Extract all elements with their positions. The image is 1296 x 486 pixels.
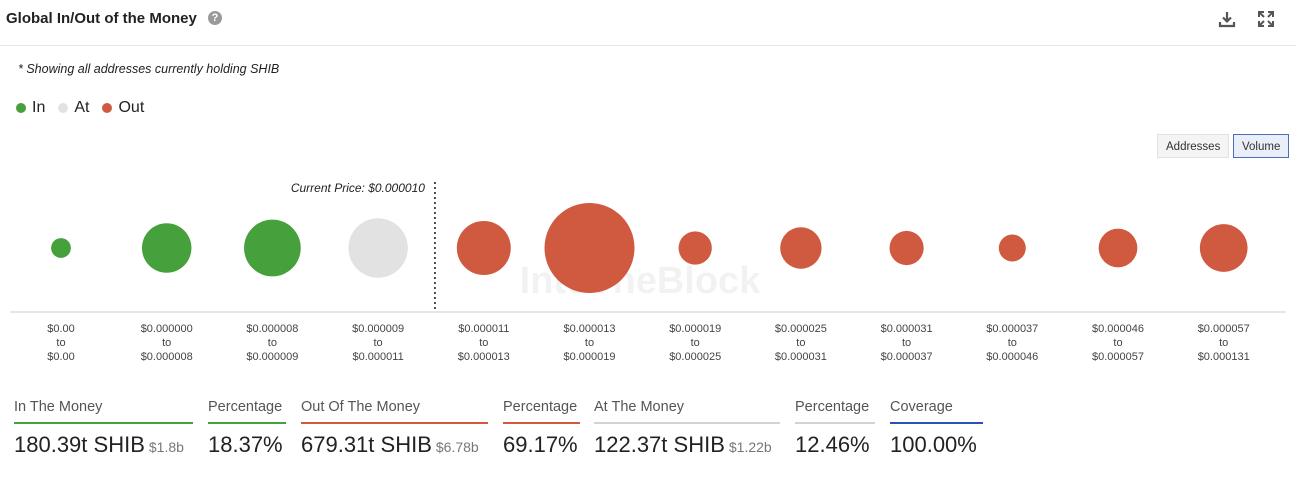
x-tick-label: to bbox=[691, 337, 700, 349]
x-tick-label: $0.000009 bbox=[352, 323, 404, 335]
bubble-out[interactable] bbox=[889, 230, 924, 266]
stat-value: 12.46% bbox=[795, 432, 870, 457]
x-tick-label: to bbox=[902, 337, 911, 349]
x-tick-label: to bbox=[1008, 337, 1017, 349]
legend-label-at: At bbox=[74, 99, 90, 116]
expand-icon[interactable] bbox=[1257, 10, 1275, 28]
x-tick-label: $0.000046 bbox=[1092, 323, 1144, 335]
bubble-out[interactable] bbox=[456, 221, 511, 275]
x-tick-label: $0.000013 bbox=[564, 323, 616, 335]
stat-value: 69.17% bbox=[503, 432, 578, 457]
x-tick-label: $0.000025 bbox=[775, 323, 827, 335]
chart-header: Global In/Out of the Money ? bbox=[0, 0, 1296, 46]
legend-dot-at bbox=[58, 103, 69, 113]
volume-toggle-button[interactable]: Volume bbox=[1233, 134, 1290, 158]
stat-label: Percentage bbox=[503, 392, 580, 424]
current-price-label: Current Price: $0.000010 bbox=[291, 181, 425, 195]
x-tick-label: to bbox=[585, 337, 594, 349]
legend-dot-out bbox=[102, 103, 113, 113]
x-tick-label: to bbox=[162, 337, 171, 349]
x-tick-label: to bbox=[374, 337, 383, 349]
x-tick-label: $0.000046 bbox=[986, 351, 1038, 363]
chart-title: Global In/Out of the Money bbox=[6, 10, 197, 27]
stat-label: Coverage bbox=[890, 392, 983, 424]
holding-note: * Showing all addresses currently holdin… bbox=[18, 62, 280, 76]
x-tick-label: $0.000031 bbox=[881, 323, 933, 335]
bubble-in[interactable] bbox=[244, 219, 301, 277]
bubble-out[interactable] bbox=[544, 203, 635, 293]
bubble-in[interactable] bbox=[141, 223, 192, 273]
x-tick-label: $0.000013 bbox=[458, 351, 510, 363]
x-tick-label: $0.000037 bbox=[881, 351, 933, 363]
legend-label-in: In bbox=[32, 99, 46, 116]
x-tick-label: to bbox=[56, 337, 65, 349]
x-tick-label: $0.000057 bbox=[1092, 351, 1144, 363]
stat-value: 100.00% bbox=[890, 432, 977, 457]
x-tick-label: $0.000019 bbox=[564, 351, 616, 363]
stat-label: In The Money bbox=[14, 392, 193, 424]
stat-at-percentage: Percentage 12.46% bbox=[795, 392, 875, 458]
bubble-out[interactable] bbox=[780, 227, 822, 269]
x-tick-label: $0.000025 bbox=[669, 351, 721, 363]
bubble-out[interactable] bbox=[1098, 228, 1138, 268]
x-tick-label: to bbox=[796, 337, 805, 349]
legend-item-in[interactable]: In bbox=[16, 99, 45, 117]
legend-item-at[interactable]: At bbox=[58, 99, 89, 117]
x-tick-label: to bbox=[268, 337, 277, 349]
x-tick-label: $0.000057 bbox=[1198, 323, 1250, 335]
stat-in-percentage: Percentage 18.37% bbox=[208, 392, 286, 458]
legend-dot-in bbox=[16, 103, 26, 113]
stat-out-of-the-money: Out Of The Money 679.31t SHIB $6.78b bbox=[301, 392, 488, 458]
x-tick-label: $0.00 bbox=[47, 351, 75, 363]
bubble-at[interactable] bbox=[348, 218, 408, 278]
stat-value: 180.39t SHIB $1.8b bbox=[14, 432, 184, 457]
stat-label: Percentage bbox=[795, 392, 875, 424]
legend-label-out: Out bbox=[118, 99, 145, 116]
stat-label: At The Money bbox=[594, 392, 780, 424]
x-tick-label: $0.000011 bbox=[458, 323, 509, 335]
x-tick-label: $0.000037 bbox=[986, 323, 1038, 335]
stat-label: Percentage bbox=[208, 392, 286, 424]
stat-label: Out Of The Money bbox=[301, 392, 488, 424]
x-tick-label: $0.000031 bbox=[775, 351, 827, 363]
stat-coverage: Coverage 100.00% bbox=[890, 392, 983, 458]
stats-bar: In The Money 180.39t SHIB $1.8b Percentag… bbox=[0, 392, 1296, 482]
help-circle-icon[interactable]: ? bbox=[208, 11, 222, 25]
x-tick-label: $0.000019 bbox=[669, 323, 721, 335]
x-tick-label: $0.000009 bbox=[246, 351, 298, 363]
x-tick-label: to bbox=[1219, 337, 1228, 349]
stat-in-the-money: In The Money 180.39t SHIB $1.8b bbox=[14, 392, 193, 458]
x-tick-label: to bbox=[1113, 337, 1122, 349]
download-icon[interactable] bbox=[1218, 10, 1236, 28]
stat-at-the-money: At The Money 122.37t SHIB $1.22b bbox=[594, 392, 780, 458]
x-tick-label: to bbox=[479, 337, 488, 349]
bubble-in[interactable] bbox=[51, 238, 71, 258]
stat-value: 122.37t SHIB $1.22b bbox=[594, 432, 772, 457]
addresses-toggle-button[interactable]: Addresses bbox=[1157, 134, 1230, 158]
bubble-out[interactable] bbox=[1199, 224, 1248, 272]
x-tick-label: $0.000011 bbox=[353, 351, 404, 363]
bubble-out[interactable] bbox=[998, 234, 1026, 262]
x-tick-label: $0.000008 bbox=[246, 323, 298, 335]
x-tick-label: $0.00 bbox=[47, 323, 75, 335]
stat-value: 679.31t SHIB $6.78b bbox=[301, 432, 479, 457]
bubble-out[interactable] bbox=[678, 231, 712, 265]
chart-legend: In At Out bbox=[16, 99, 157, 117]
stat-value: 18.37% bbox=[208, 432, 283, 457]
legend-item-out[interactable]: Out bbox=[102, 99, 144, 117]
x-tick-label: $0.000008 bbox=[141, 351, 193, 363]
stat-out-percentage: Percentage 69.17% bbox=[503, 392, 580, 458]
x-tick-label: $0.000131 bbox=[1198, 351, 1250, 363]
x-tick-label: $0.000000 bbox=[141, 323, 193, 335]
